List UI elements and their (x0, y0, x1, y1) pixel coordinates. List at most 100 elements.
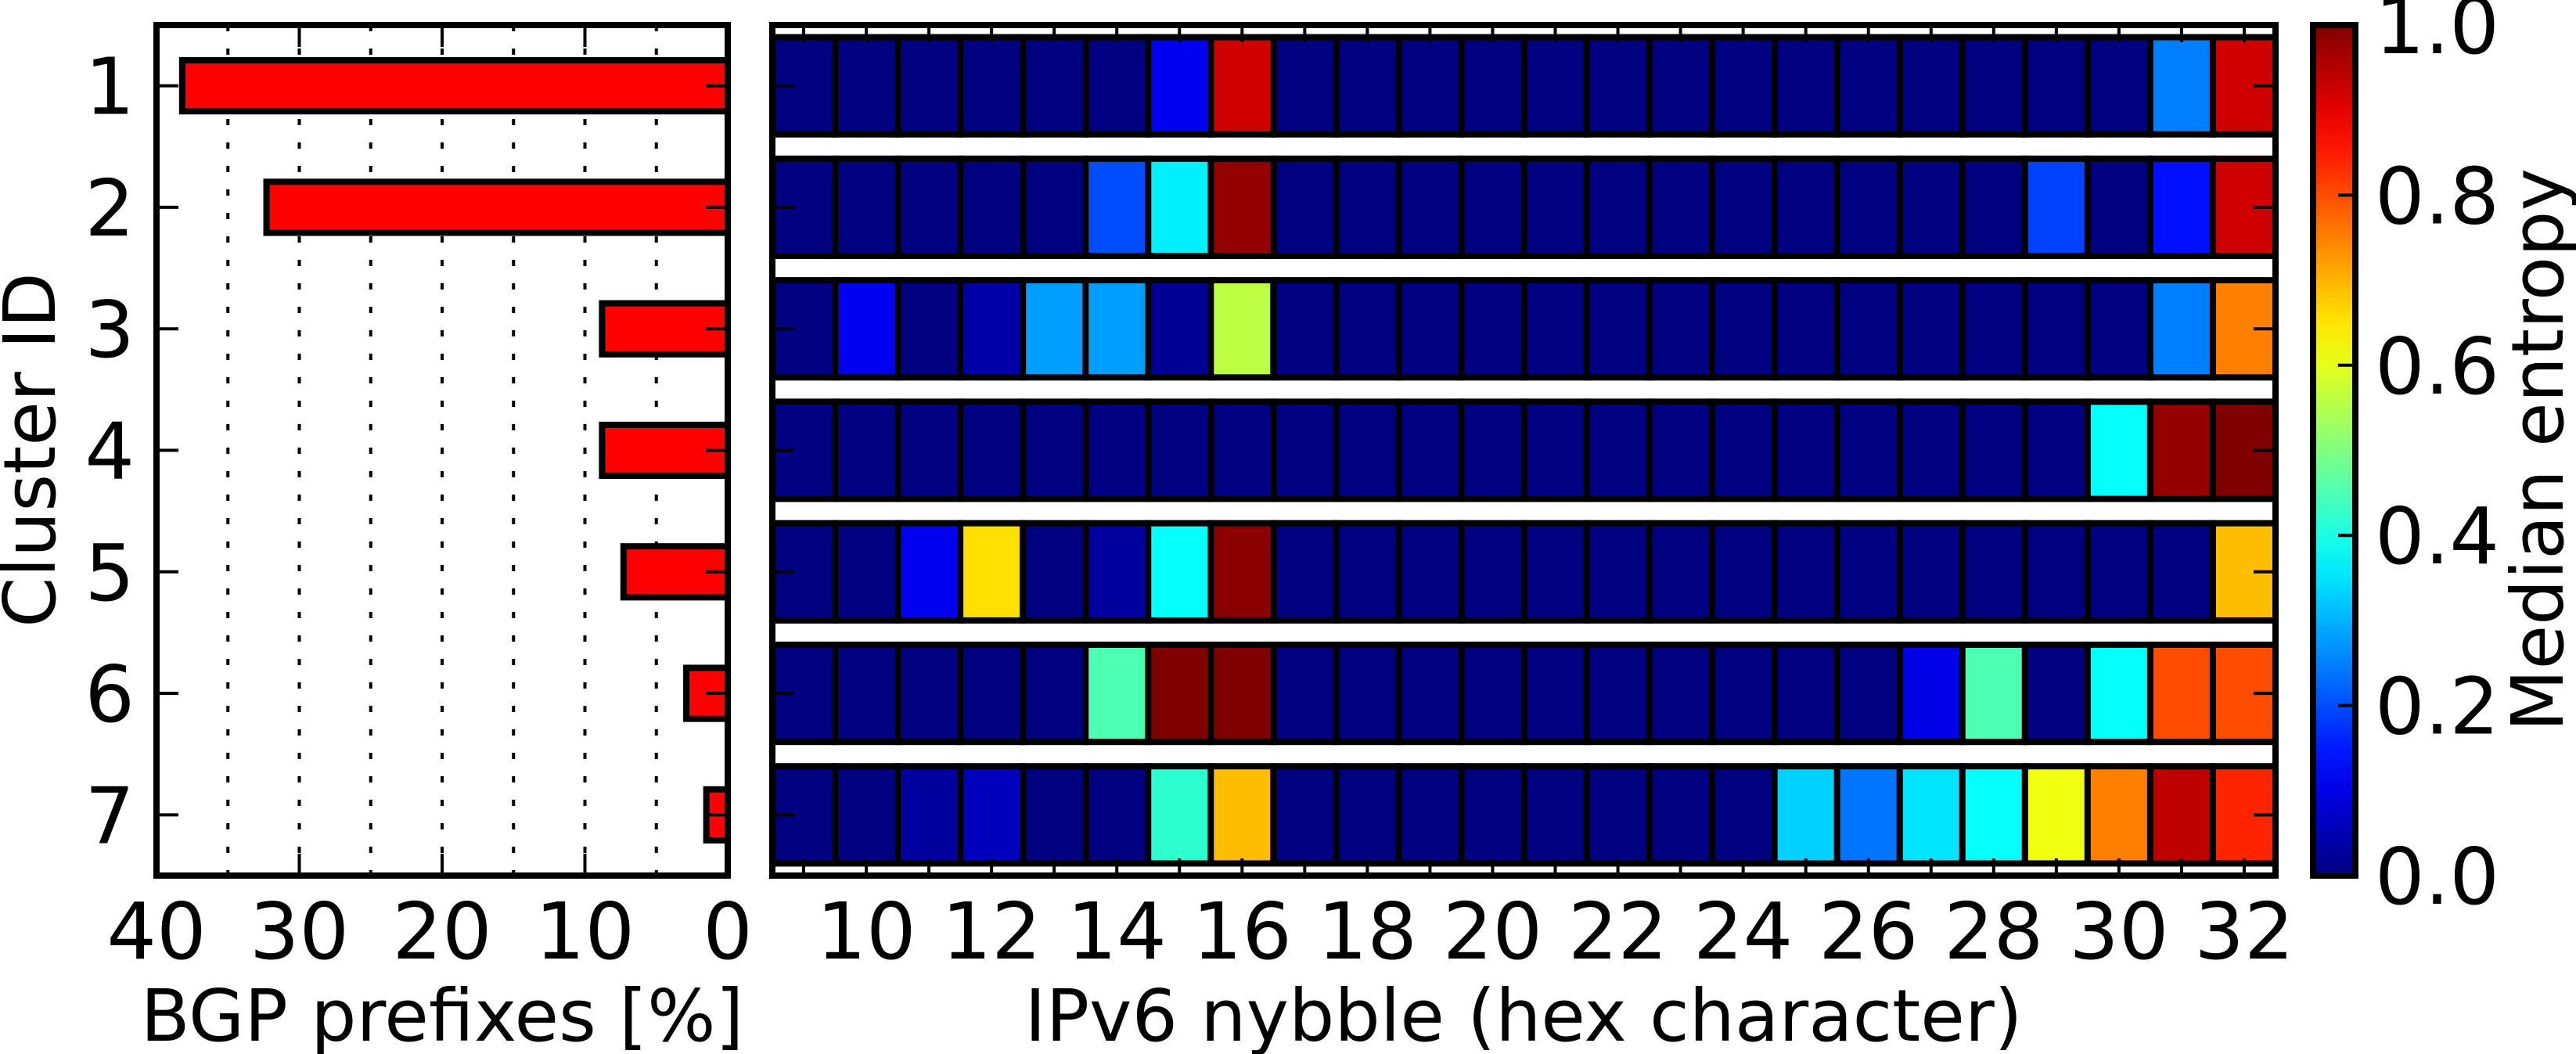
heatmap-cell (1959, 763, 2028, 867)
heatmap-cell (1833, 277, 1903, 381)
heatmap-cell (1458, 34, 1527, 138)
heatmap-cell (1395, 155, 1465, 260)
heatmap-cell (2021, 520, 2091, 624)
heatmap-cell (957, 34, 1027, 138)
heatmap-cell (1082, 763, 1152, 867)
heatmap-cell (957, 155, 1027, 260)
colorbar-tick-label: 0.8 (2375, 150, 2499, 242)
heatmap-cell (957, 398, 1027, 502)
heatmap-cell (1833, 763, 1903, 867)
x-tick-label: 14 (1067, 886, 1167, 977)
heatmap-cell (1646, 641, 1715, 746)
heatmap-cell (1583, 34, 1653, 138)
heatmap-cell (1833, 520, 1903, 624)
heatmap-cell (1458, 763, 1527, 867)
heatmap-cell (2084, 398, 2153, 502)
heatmap-cell (894, 641, 964, 746)
heatmap-cell (894, 763, 964, 867)
heatmap-cell (1395, 520, 1465, 624)
heatmap-cell (2084, 763, 2153, 867)
heatmap-cell (1771, 155, 1840, 260)
colorbar (2310, 22, 2358, 879)
heatmap-cell (1708, 277, 1778, 381)
heatmap-cell (1270, 520, 1340, 624)
heatmap-cell (2021, 277, 2091, 381)
heatmap-cell (1583, 277, 1653, 381)
heatmap-cell (1395, 34, 1465, 138)
heatmap-cell (1896, 34, 1966, 138)
heatmap-cell (1145, 398, 1214, 502)
heatmap-cell (2021, 155, 2091, 260)
x-tick-label: 24 (1693, 886, 1793, 977)
colorbar-tick-label: 0.6 (2375, 321, 2499, 412)
heatmap-cell (1020, 34, 1089, 138)
x-tick-label: 20 (392, 886, 491, 977)
heatmap-cell (1207, 641, 1277, 746)
heatmap-cell (1207, 277, 1277, 381)
heatmap-cell (2084, 641, 2153, 746)
heatmap-cell (2021, 763, 2091, 867)
x-tick-label: 0 (703, 886, 753, 977)
y-tick-label: 1 (85, 41, 135, 133)
colorbar-panel: 0.0 0.2 0.4 0.6 0.8 1.0 (2310, 0, 2499, 923)
heatmap-cell (1646, 34, 1715, 138)
heatmap-cell (1207, 155, 1277, 260)
heatmap-cell (1520, 277, 1590, 381)
heatmap-cell (1896, 155, 1966, 260)
x-tick-label: 32 (2194, 886, 2294, 977)
x-tick-label: 10 (816, 886, 916, 977)
y-tick-label: 5 (85, 527, 135, 619)
heatmap-cell (1708, 34, 1778, 138)
heatmap-x-axis-label: IPv6 nybble (hex character) (1024, 974, 2022, 1054)
heatmap-cell (1207, 398, 1277, 502)
entropy-heatmap-panel: 10 12 14 16 18 20 22 24 26 28 30 32 (769, 22, 2294, 977)
x-tick-label: 18 (1318, 886, 1417, 977)
heatmap-cell (1833, 34, 1903, 138)
heatmap-cell (1270, 398, 1340, 502)
heatmap-cell (1771, 34, 1840, 138)
heatmap-cell (832, 641, 901, 746)
heatmap-cell (1833, 641, 1903, 746)
heatmap-cell (1646, 398, 1715, 502)
x-tick-label: 26 (1819, 886, 1918, 977)
heatmap-cell (2021, 34, 2091, 138)
heatmap-cell (1520, 34, 1590, 138)
heatmap-cell (1646, 763, 1715, 867)
heatmap-cell (1771, 398, 1840, 502)
heatmap-cell (1082, 520, 1152, 624)
heatmap-cell (1020, 763, 1089, 867)
heatmap-cell (1583, 398, 1653, 502)
heatmap-cell (1646, 155, 1715, 260)
heatmap-cell (1082, 398, 1152, 502)
y-tick-label: 2 (85, 163, 135, 254)
heatmap-cell (832, 277, 901, 381)
heatmap-cell (1708, 763, 1778, 867)
heatmap-cell (1771, 763, 1840, 867)
heatmap-cell (1020, 520, 1089, 624)
heatmap-cell (1333, 34, 1402, 138)
heatmap-cell (2084, 155, 2153, 260)
heatmap-cell (1520, 155, 1590, 260)
heatmap-cell (1708, 641, 1778, 746)
heatmap-cell (1708, 520, 1778, 624)
heatmap-cell (1959, 641, 2028, 746)
heatmap-cell (1395, 641, 1465, 746)
heatmap-cell (1333, 277, 1402, 381)
heatmap-cell (832, 398, 901, 502)
heatmap-cell (1833, 398, 1903, 502)
heatmap-cell (1583, 155, 1653, 260)
heatmap-cell (957, 520, 1027, 624)
heatmap-cell (1207, 520, 1277, 624)
heatmap-cell (2146, 763, 2216, 867)
heatmap-cell (832, 34, 901, 138)
heatmap-cell (1395, 763, 1465, 867)
heatmap-axes-frame (769, 22, 2279, 879)
heatmap-cell (1270, 641, 1340, 746)
heatmap-cell (1333, 155, 1402, 260)
heatmap-cell (957, 277, 1027, 381)
heatmap-cell (1708, 398, 1778, 502)
heatmap-cell (1207, 763, 1277, 867)
heatmap-cell (1270, 34, 1340, 138)
heatmap-cell (2146, 277, 2216, 381)
heatmap-cell (1082, 155, 1152, 260)
